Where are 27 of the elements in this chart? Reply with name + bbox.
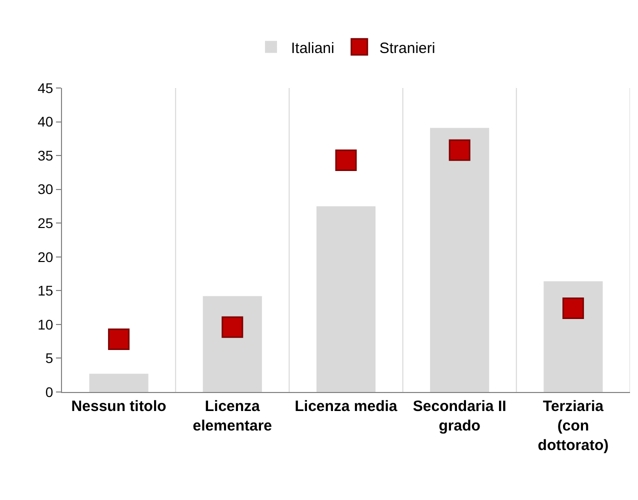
x-tick-label: Licenza elementare — [192, 398, 272, 434]
y-tick-label: 15 — [38, 282, 54, 299]
bar — [316, 206, 376, 392]
point — [335, 150, 357, 172]
y-tick-label: 25 — [38, 215, 54, 232]
point — [222, 316, 244, 338]
y-tick-label: 30 — [38, 181, 54, 198]
bar — [544, 281, 603, 392]
bar — [89, 374, 148, 392]
y-tick-label: 40 — [38, 114, 54, 130]
x-tick-label: Terziaria (con dottorato) — [538, 398, 609, 454]
bar — [202, 296, 262, 392]
y-tick-label: 10 — [38, 316, 54, 332]
y-tick-label: 0 — [45, 384, 54, 400]
point — [108, 328, 130, 350]
legend-label: Stranieri — [379, 40, 436, 57]
x-tick-label: Licenza media — [294, 398, 398, 415]
legend-label: Italiani — [291, 40, 334, 57]
x-tick-label: Secondaria II grado — [412, 398, 506, 434]
bar — [430, 128, 490, 392]
x-tick-label: Nessun titolo — [71, 398, 166, 415]
y-tick-label: 45 — [38, 80, 54, 96]
y-tick-label: 35 — [38, 147, 54, 164]
y-tick-label: 5 — [45, 350, 54, 366]
point — [448, 139, 470, 161]
y-tick-label: 20 — [38, 248, 54, 265]
point — [562, 297, 584, 319]
